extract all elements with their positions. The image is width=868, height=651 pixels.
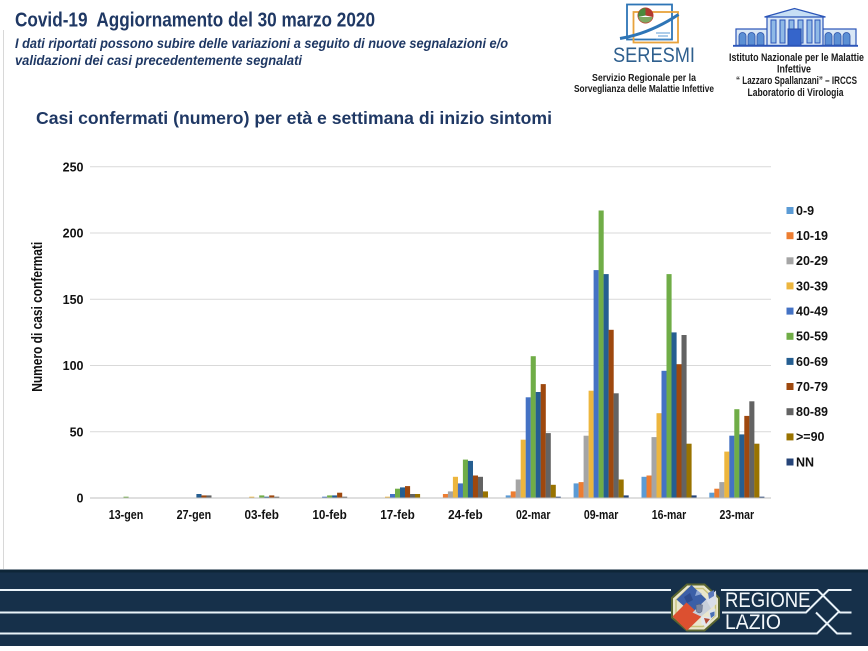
svg-text:40-49: 40-49 [796, 305, 828, 319]
svg-text:09-mar: 09-mar [584, 508, 619, 522]
svg-text:60-69: 60-69 [796, 355, 828, 369]
svg-text:0-9: 0-9 [796, 204, 814, 218]
svg-text:70-79: 70-79 [796, 380, 828, 394]
svg-text:Laboratorio di Virologia: Laboratorio di Virologia [748, 87, 845, 99]
svg-text:Istituto Nazionale per le Mala: Istituto Nazionale per le Malattie [729, 52, 864, 64]
svg-text:10-feb: 10-feb [312, 508, 347, 522]
svg-text:Casi confermati (numero) per e: Casi confermati (numero) per età e setti… [36, 108, 552, 128]
svg-text:Covid-19 Aggiornamento del 30: Covid-19 Aggiornamento del 30 marzo 2020 [15, 10, 375, 32]
svg-text:Sorveglianza delle Malattie In: Sorveglianza delle Malattie Infettive [574, 83, 714, 95]
svg-text:23-mar: 23-mar [720, 508, 755, 522]
svg-text:13-gen: 13-gen [109, 508, 144, 522]
svg-text:validazioni dei casi precedent: validazioni dei casi precedentemente seg… [15, 53, 302, 68]
svg-text:Numero di casi confermati: Numero di casi confermati [30, 242, 46, 392]
svg-text:27-gen: 27-gen [177, 508, 212, 522]
svg-text:0: 0 [77, 492, 84, 506]
svg-text:20-29: 20-29 [796, 254, 828, 268]
svg-text:50-59: 50-59 [796, 330, 828, 344]
svg-text:30-39: 30-39 [796, 279, 828, 293]
svg-text:“ Lazzaro Spallanzani” – IRCCS: “ Lazzaro Spallanzani” – IRCCS [736, 75, 857, 87]
svg-text:LAZIO: LAZIO [725, 611, 781, 634]
svg-text:16-mar: 16-mar [652, 508, 687, 522]
svg-text:02-mar: 02-mar [516, 508, 551, 522]
svg-text:I dati riportati possono subir: I dati riportati possono subire delle va… [15, 36, 508, 51]
svg-text:Infettive: Infettive [777, 64, 811, 76]
svg-text:Servizio Regionale per la: Servizio Regionale per la [592, 72, 696, 84]
svg-text:80-89: 80-89 [796, 405, 828, 419]
svg-text:NN: NN [796, 455, 814, 469]
svg-text:250: 250 [63, 161, 84, 175]
svg-text:24-feb: 24-feb [448, 508, 483, 522]
svg-text:50: 50 [70, 426, 84, 440]
svg-text:17-feb: 17-feb [380, 508, 415, 522]
svg-text:100: 100 [63, 359, 84, 373]
svg-text:REGIONE: REGIONE [725, 589, 811, 612]
svg-text:200: 200 [63, 227, 84, 241]
svg-text:03-feb: 03-feb [244, 508, 279, 522]
svg-text:>=90: >=90 [796, 430, 825, 444]
svg-text:SERESMI: SERESMI [613, 44, 695, 67]
svg-text:10-19: 10-19 [796, 229, 828, 243]
svg-text:150: 150 [63, 293, 84, 307]
